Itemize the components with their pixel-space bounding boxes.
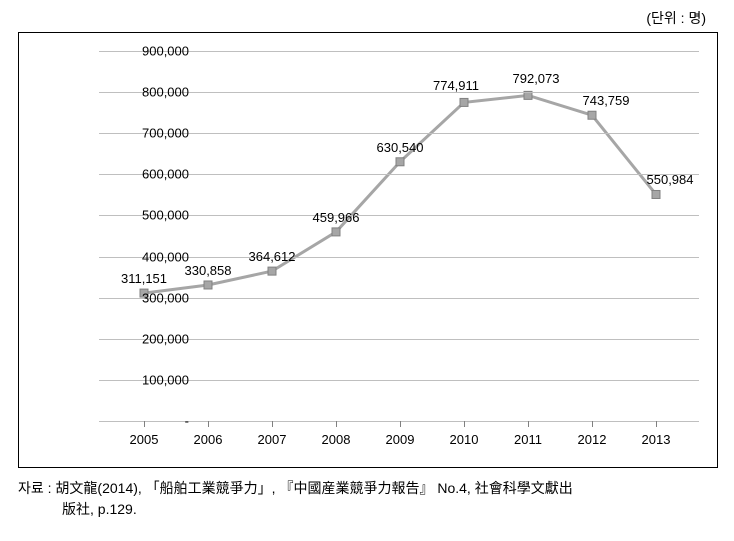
y-tick-label: 200,000 [119, 331, 189, 346]
y-tick-label: - [119, 414, 189, 429]
x-tick-mark [208, 421, 209, 427]
gridline [99, 51, 699, 52]
data-label: 630,540 [377, 140, 424, 155]
source-line2: 版社, p.129. [18, 499, 718, 520]
data-marker [268, 267, 276, 275]
data-marker [396, 158, 404, 166]
chart-container: 2005 2006 2007 2008 2009 2010 2011 2012 2013 311,… [18, 32, 718, 468]
y-tick-label: 100,000 [119, 372, 189, 387]
gridline [99, 215, 699, 216]
data-label: 459,966 [313, 210, 360, 225]
x-tick-label: 2008 [322, 432, 351, 447]
x-tick-mark [464, 421, 465, 427]
y-tick-label: 600,000 [119, 167, 189, 182]
y-tick-label: 800,000 [119, 85, 189, 100]
x-tick-mark [336, 421, 337, 427]
data-label: 550,984 [647, 172, 694, 187]
gridline [99, 298, 699, 299]
gridline [99, 380, 699, 381]
x-tick-label: 2006 [194, 432, 223, 447]
data-marker [460, 98, 468, 106]
y-tick-label: 900,000 [119, 44, 189, 59]
data-label: 364,612 [249, 249, 296, 264]
data-marker [652, 190, 660, 198]
x-tick-label: 2005 [130, 432, 159, 447]
y-tick-label: 300,000 [119, 290, 189, 305]
y-tick-label: 700,000 [119, 126, 189, 141]
gridline [99, 257, 699, 258]
y-tick-label: 400,000 [119, 249, 189, 264]
x-tick-mark [592, 421, 593, 427]
data-marker [588, 111, 596, 119]
plot-area: 200520062007200820092010201120122013311,… [99, 51, 699, 421]
data-label: 774,911 [433, 78, 479, 93]
data-label: 330,858 [185, 263, 232, 278]
x-tick-mark [528, 421, 529, 427]
x-tick-label: 2011 [514, 432, 542, 447]
x-tick-mark [400, 421, 401, 427]
x-tick-label: 2010 [450, 432, 479, 447]
x-tick-label: 2007 [258, 432, 287, 447]
x-tick-label: 2009 [386, 432, 415, 447]
data-marker [332, 228, 340, 236]
gridline [99, 133, 699, 134]
x-tick-mark [656, 421, 657, 427]
source-citation: 자료 : 胡文龍(2014), 「船舶工業競爭力」, 『中國産業競爭力報告』 N… [18, 478, 718, 520]
x-tick-label: 2013 [642, 432, 671, 447]
gridline [99, 421, 699, 422]
data-marker [204, 281, 212, 289]
x-tick-mark [272, 421, 273, 427]
data-label: 311,151 [121, 271, 167, 286]
gridline [99, 339, 699, 340]
y-tick-label: 500,000 [119, 208, 189, 223]
data-label: 743,759 [583, 93, 630, 108]
x-tick-label: 2012 [578, 432, 607, 447]
source-line1: 자료 : 胡文龍(2014), 「船舶工業競爭力」, 『中國産業競爭力報告』 N… [18, 480, 573, 496]
unit-label: (단위 : 명) [646, 8, 706, 28]
gridline [99, 174, 699, 175]
data-label: 792,073 [513, 71, 560, 86]
